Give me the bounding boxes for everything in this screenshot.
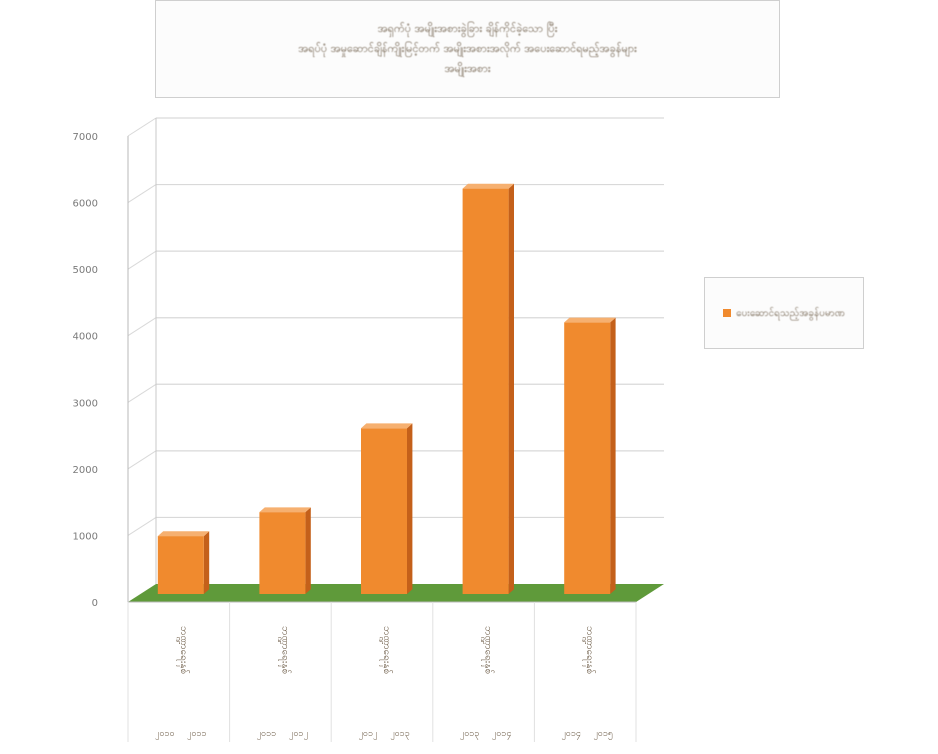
x-category-label: ဘဏ္ဍာရေးနှစ်	[379, 626, 394, 674]
bar-top	[564, 317, 616, 323]
gridline-depth	[127, 184, 157, 203]
x-category-label: ဘဏ္ဍာရေးနှစ်	[582, 626, 597, 674]
bar	[157, 536, 204, 594]
y-tick-label: 1000	[73, 531, 98, 542]
x-period-start-label: ၂၀၁၁	[257, 729, 277, 740]
x-period-start-label: ၂၀၁၂	[359, 729, 378, 740]
y-tick-label: 2000	[73, 465, 98, 476]
gridline-depth	[127, 450, 157, 470]
bar-side	[508, 183, 514, 594]
bar	[564, 322, 611, 594]
x-period-end-label: ၂၀၁၅	[593, 729, 613, 740]
y-tick-label: 3000	[73, 398, 98, 409]
gridline-depth	[127, 250, 157, 270]
x-period-start-label: ၂၀၁၄	[561, 729, 581, 740]
bar-side	[407, 423, 413, 594]
x-category-label: ဘဏ္ဍာရေးနှစ်	[277, 626, 292, 674]
y-tick-label: 0	[92, 598, 98, 609]
x-period-end-label: ၂၀၁၂	[289, 729, 308, 740]
y-tick-label: 4000	[73, 332, 98, 343]
x-category-label: ဘဏ္ဍာရေးနှစ်	[176, 626, 191, 674]
bar-side	[305, 507, 311, 594]
bar-side	[610, 317, 616, 594]
gridline-depth	[127, 383, 157, 403]
y-tick-label: 7000	[73, 132, 98, 143]
bar	[462, 188, 509, 594]
legend-swatch	[723, 309, 732, 317]
chart-title-line-1: အရှက်ပုံ အမျိုးအစားခွဲခြား ချိန်ကိုင်ခဲ့…	[377, 22, 558, 35]
bar	[361, 428, 407, 594]
chart-title-line-2: အရပ်ပုံ အမှုဆောင်ချိန်ကျိုးမြင့်တက် အမျိ…	[298, 42, 637, 55]
gridline-depth	[127, 517, 157, 536]
chart-legend: ပေးဆောင်ရသည့်အခွန်ပမာဏ	[704, 277, 864, 349]
x-period-start-label: ၂၀၁၃	[460, 729, 480, 740]
y-tick-label: 6000	[73, 199, 98, 210]
x-period-end-label: ၂၀၁၃	[390, 729, 410, 740]
chart-title-line-3: အမျိုးအစား	[444, 62, 491, 75]
bar-top	[361, 423, 413, 429]
chart-title-box: အရှက်ပုံ အမျိုးအစားခွဲခြား ချိန်ကိုင်ခဲ့…	[155, 0, 780, 98]
x-category-label: ဘဏ္ဍာရေးနှစ်	[481, 626, 496, 674]
legend-label: ပေးဆောင်ရသည့်အခွန်ပမာဏ	[736, 307, 845, 319]
bar-top	[259, 507, 311, 513]
bar-top	[462, 183, 514, 189]
y-tick-label: 5000	[73, 265, 98, 276]
gridline-depth	[127, 317, 157, 337]
gridline-depth	[127, 117, 157, 137]
x-period-end-label: ၂၀၁၁	[187, 729, 207, 740]
bar	[259, 512, 306, 594]
x-period-end-label: ၂၀၁၄	[492, 729, 512, 740]
bar-side	[203, 531, 210, 594]
x-period-start-label: ၂၀၁၀	[155, 729, 175, 740]
bar-top	[157, 531, 210, 537]
